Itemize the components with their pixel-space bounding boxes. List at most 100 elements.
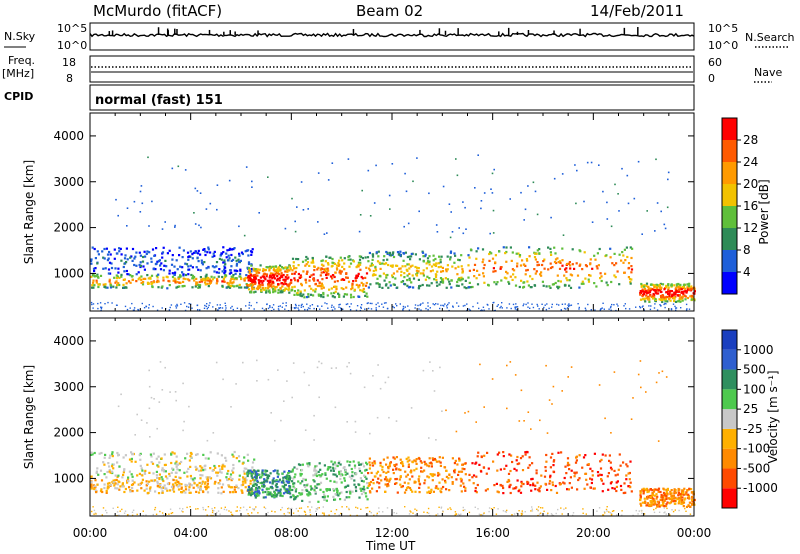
power-far-echo <box>465 228 467 230</box>
x-axis-labels: 00:00 04:00 08:00 12:00 16:00 20:00 00:00 <box>73 526 712 540</box>
power-echo <box>179 265 182 268</box>
velocity-echo <box>199 465 202 468</box>
velocity-echo <box>328 488 331 492</box>
velocity-echo <box>669 498 672 501</box>
power-echo <box>568 279 571 282</box>
power-echo <box>410 252 413 256</box>
velocity-far-echo <box>346 421 348 423</box>
velocity-echo <box>679 496 683 499</box>
power-echo <box>99 274 103 277</box>
power-far-echo <box>388 194 391 197</box>
power-echo <box>140 278 143 281</box>
velocity-echo <box>276 475 279 478</box>
velocity-echo <box>272 480 275 483</box>
velocity-echo <box>124 487 127 491</box>
power-echo <box>580 282 583 285</box>
velocity-echo <box>414 490 417 493</box>
power-ground-echo <box>536 303 538 306</box>
velocity-ground-echo <box>493 507 495 509</box>
velocity-echo <box>563 476 566 480</box>
power-echo <box>297 258 300 261</box>
power-echo <box>209 251 212 254</box>
velocity-far-echo <box>567 376 569 378</box>
power-echo <box>599 272 602 275</box>
power-echo <box>522 285 526 288</box>
velocity-ground-echo <box>356 507 359 509</box>
power-ground-echo <box>225 307 227 309</box>
velocity-echo <box>358 469 362 473</box>
power-echo <box>254 282 257 285</box>
power-echo <box>252 291 256 294</box>
velocity-echo <box>429 473 432 476</box>
velocity-echo <box>520 485 523 488</box>
power-far-echo <box>562 234 565 236</box>
velocity-echo <box>166 489 169 492</box>
power-echo <box>343 257 346 260</box>
power-echo <box>113 248 116 251</box>
power-echo <box>302 293 305 296</box>
power-ground-echo <box>302 305 304 308</box>
velocity-echo <box>161 467 164 470</box>
power-echo <box>389 264 392 267</box>
power-echo <box>280 282 283 285</box>
power-far-echo <box>509 198 511 200</box>
power-echo <box>189 250 192 253</box>
velocity-echo <box>414 460 417 463</box>
velocity-echo <box>117 453 120 456</box>
velocity-echo <box>231 490 234 494</box>
velocity-echo <box>187 467 190 470</box>
power-echo <box>223 272 226 275</box>
velocity-echo <box>517 490 520 493</box>
power-echo <box>318 282 321 285</box>
power-echo <box>521 259 524 262</box>
power-echo <box>228 257 231 260</box>
velocity-echo <box>227 469 230 473</box>
power-echo <box>113 276 116 279</box>
power-echo <box>439 261 442 264</box>
velocity-echo <box>524 453 527 456</box>
power-echo <box>337 292 340 295</box>
power-ground-echo <box>199 309 201 311</box>
velocity-echo <box>600 479 603 482</box>
power-echo <box>482 275 485 278</box>
nsky-strip: N.Sky 10^5 10^0 10^5 10^0 N.Search <box>4 22 795 52</box>
power-echo <box>141 260 145 263</box>
power-echo <box>429 270 432 273</box>
power-echo <box>528 255 531 258</box>
velocity-echo <box>262 496 265 499</box>
power-echo <box>96 275 99 279</box>
velocity-far-echo <box>158 401 161 403</box>
power-echo <box>408 277 411 280</box>
velocity-echo <box>555 491 559 494</box>
power-echo <box>566 279 569 282</box>
velocity-echo <box>138 472 141 475</box>
velocity-echo <box>575 459 578 462</box>
velocity-ground-echo <box>346 506 348 508</box>
velocity-echo <box>171 467 174 470</box>
velocity-echo <box>521 469 525 472</box>
velocity-ground-echo <box>454 514 456 516</box>
power-echo <box>161 251 165 254</box>
velocity-echo <box>359 477 362 480</box>
power-echo <box>661 297 664 300</box>
velocity-ground-echo <box>360 508 362 510</box>
power-echo <box>288 269 291 272</box>
velocity-echo <box>665 497 668 501</box>
power-echo <box>291 272 294 275</box>
power-echo <box>559 261 562 264</box>
velocity-echo <box>146 482 149 485</box>
velocity-ground-echo <box>582 512 584 514</box>
power-echo <box>204 283 207 286</box>
velocity-echo <box>266 493 269 496</box>
velocity-echo <box>251 466 254 469</box>
velocity-echo <box>369 464 372 467</box>
power-echo <box>588 274 591 277</box>
velocity-ground-echo <box>423 511 425 513</box>
velocity-echo <box>313 489 316 492</box>
velocity-echo <box>313 469 316 472</box>
power-ground-echo <box>427 308 429 311</box>
velocity-echo <box>419 460 422 463</box>
velocity-ground-echo <box>409 510 411 512</box>
power-echo <box>528 246 531 249</box>
velocity-echo <box>411 461 414 464</box>
